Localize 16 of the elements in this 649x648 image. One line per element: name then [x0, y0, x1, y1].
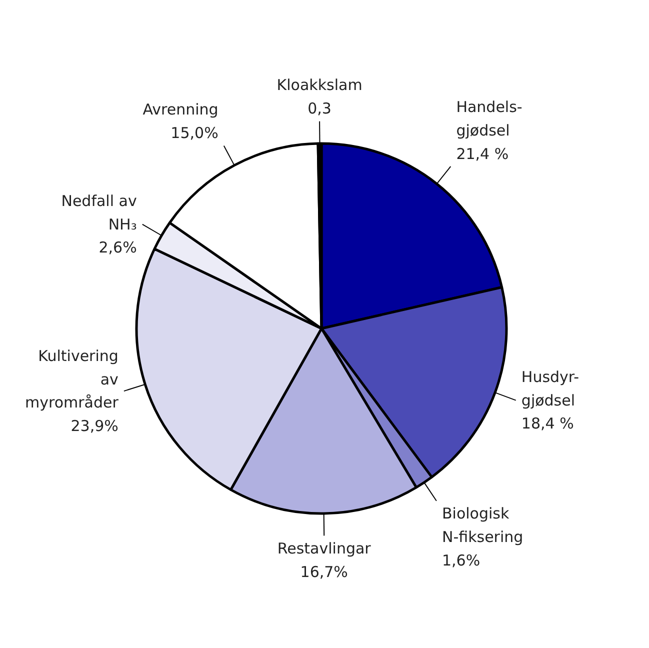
data-label: 0,3 [308, 100, 332, 118]
data-label: 16,7% [300, 562, 348, 581]
data-label: 15,0% [170, 124, 218, 142]
slice-label: Restavlingar [277, 539, 372, 558]
slice-label: Kultivering av myrområder [25, 346, 120, 412]
data-label: 1,6% [442, 551, 480, 570]
slice-label: Biologisk N-fiksering [442, 504, 524, 546]
data-label: 2,6% [98, 238, 137, 257]
slice-label: Handels- gjødsel [456, 98, 522, 140]
data-label: 23,9% [70, 417, 118, 436]
data-label: 21,4 % [456, 144, 509, 163]
slice-label: Avrenning [142, 100, 218, 119]
data-label: 18,4 % [521, 414, 574, 433]
slice-label: Nedfall av NH₃ [61, 192, 137, 234]
slice-label: Husdyr- gjødsel [521, 368, 580, 410]
slice-label: Kloakkslam [276, 76, 362, 94]
